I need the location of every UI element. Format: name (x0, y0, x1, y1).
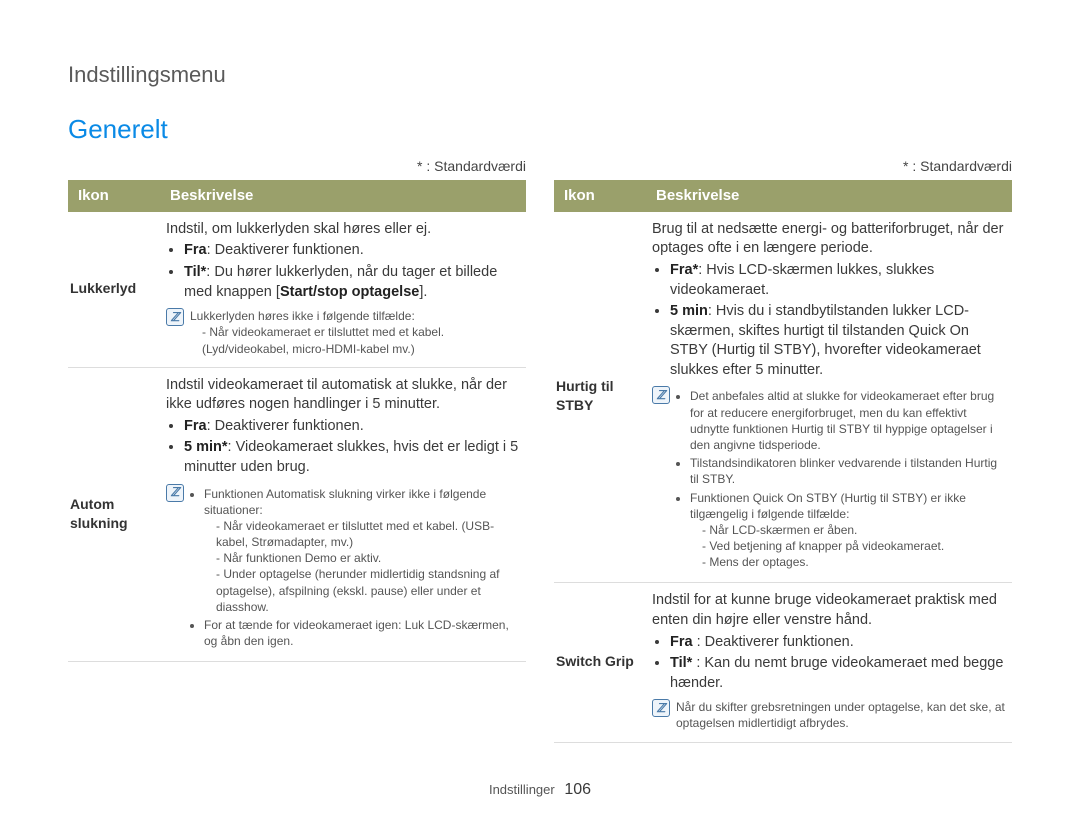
list-item: 5 min*: Videokameraet slukkes, hvis det … (184, 438, 520, 477)
list-item: 5 min: Hvis du i standbytilstanden lukke… (670, 302, 1006, 380)
page-number: 106 (564, 781, 591, 798)
setting-desc: Indstil for at kunne bruge videokameraet… (646, 583, 1012, 742)
list-item: Til*: Du hører lukkerlyden, når du tager… (184, 263, 520, 302)
intro-text: Indstil for at kunne bruge videokameraet… (652, 591, 1006, 630)
note-item: Det anbefales altid at slukke for videok… (690, 388, 1006, 453)
note-block: ℤ Lukkerlyden høres ikke i følgende tilf… (166, 308, 520, 357)
list-item: Fra: Deaktiverer funktionen. (184, 241, 520, 261)
table-row: Lukkerlyd Indstil, om lukkerlyden skal h… (68, 212, 526, 367)
table-row: Switch Grip Indstil for at kunne bruge v… (554, 583, 1012, 742)
table-row: Autom slukning Indstil videokameraet til… (68, 367, 526, 662)
note-body: Når du skifter grebsretningen under opta… (676, 699, 1006, 731)
note-body: Funktionen Automatisk slukning virker ik… (190, 484, 520, 652)
note-body: Lukkerlyden høres ikke i følgende tilfæl… (190, 308, 520, 357)
note-icon: ℤ (166, 308, 184, 326)
intro-text: Brug til at nedsætte energi- og batterif… (652, 220, 1006, 259)
note-block: ℤ Funktionen Automatisk slukning virker … (166, 484, 520, 652)
setting-desc: Indstil, om lukkerlyden skal høres eller… (160, 212, 526, 367)
col-header-desc: Beskrivelse (160, 180, 526, 212)
setting-name: Hurtig til STBY (554, 212, 646, 583)
note-item: Funktionen Automatisk slukning virker ik… (204, 486, 520, 616)
breadcrumb: Indstillingsmenu (68, 60, 1012, 90)
list-item: Til* : Kan du nemt bruge videokameraet m… (670, 654, 1006, 693)
note-block: ℤ Når du skifter grebsretningen under op… (652, 699, 1006, 731)
col-header-icon: Ikon (554, 180, 646, 212)
note-body: Det anbefales altid at slukke for videok… (676, 386, 1006, 572)
settings-table-left: Ikon Beskrivelse Lukkerlyd Indstil, om l… (68, 180, 526, 663)
standard-note: * : Standardværdi (68, 157, 526, 176)
intro-text: Indstil, om lukkerlyden skal høres eller… (166, 220, 520, 240)
list-item: Fra : Deaktiverer funktionen. (670, 633, 1006, 653)
standard-note: * : Standardværdi (554, 157, 1012, 176)
note-item: Tilstandsindikatoren blinker vedvarende … (690, 455, 1006, 487)
left-column: * : Standardværdi Ikon Beskrivelse Lukke… (68, 157, 526, 743)
note-icon: ℤ (652, 699, 670, 717)
list-item: Fra*: Hvis LCD-skærmen lukkes, slukkes v… (670, 261, 1006, 300)
list-item: Fra: Deaktiverer funktionen. (184, 417, 520, 437)
note-item: Funktionen Quick On STBY (Hurtig til STB… (690, 490, 1006, 571)
section-title: Generelt (68, 112, 1012, 147)
setting-name: Lukkerlyd (68, 212, 160, 367)
note-icon: ℤ (652, 386, 670, 404)
intro-text: Indstil videokameraet til automatisk at … (166, 376, 520, 415)
col-header-desc: Beskrivelse (646, 180, 1012, 212)
setting-name: Autom slukning (68, 367, 160, 662)
table-row: Hurtig til STBY Brug til at nedsætte ene… (554, 212, 1012, 583)
setting-desc: Indstil videokameraet til automatisk at … (160, 367, 526, 662)
note-block: ℤ Det anbefales altid at slukke for vide… (652, 386, 1006, 572)
right-column: * : Standardværdi Ikon Beskrivelse Hurti… (554, 157, 1012, 743)
note-item: For at tænde for videokameraet igen: Luk… (204, 617, 520, 649)
note-icon: ℤ (166, 484, 184, 502)
setting-name: Switch Grip (554, 583, 646, 742)
setting-desc: Brug til at nedsætte energi- og batterif… (646, 212, 1012, 583)
col-header-icon: Ikon (68, 180, 160, 212)
footer-label: Indstillinger (489, 782, 555, 797)
page-footer: Indstillinger 106 (0, 779, 1080, 801)
settings-table-right: Ikon Beskrivelse Hurtig til STBY Brug ti… (554, 180, 1012, 743)
